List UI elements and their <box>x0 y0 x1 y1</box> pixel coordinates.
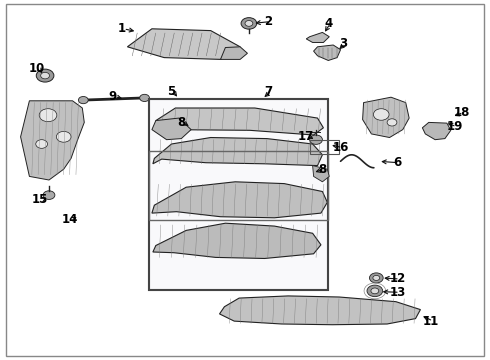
Bar <box>310 140 339 154</box>
Text: 5: 5 <box>168 85 175 98</box>
Circle shape <box>241 18 257 29</box>
Circle shape <box>56 131 71 142</box>
Circle shape <box>373 109 389 120</box>
Polygon shape <box>220 47 247 59</box>
Text: 11: 11 <box>423 315 440 328</box>
Polygon shape <box>314 45 341 60</box>
Polygon shape <box>220 296 420 325</box>
Text: 14: 14 <box>61 213 78 226</box>
Text: 2: 2 <box>265 15 272 28</box>
Text: 18: 18 <box>453 106 470 119</box>
Bar <box>149 151 328 220</box>
Circle shape <box>245 21 253 26</box>
Text: 9: 9 <box>109 90 117 103</box>
Circle shape <box>373 275 380 280</box>
Circle shape <box>140 94 149 102</box>
Text: 8: 8 <box>318 163 326 176</box>
Polygon shape <box>153 138 322 166</box>
Text: 17: 17 <box>298 130 315 143</box>
Circle shape <box>36 69 54 82</box>
Circle shape <box>39 109 57 122</box>
Circle shape <box>78 96 88 104</box>
Polygon shape <box>306 32 329 42</box>
Polygon shape <box>153 223 321 258</box>
Polygon shape <box>21 101 84 180</box>
Polygon shape <box>127 29 240 59</box>
Circle shape <box>367 285 383 297</box>
Circle shape <box>371 288 379 294</box>
Text: 7: 7 <box>265 85 272 98</box>
Polygon shape <box>156 108 323 135</box>
Polygon shape <box>152 118 191 140</box>
Circle shape <box>36 140 48 148</box>
Polygon shape <box>313 166 329 182</box>
Polygon shape <box>363 97 409 138</box>
Text: 19: 19 <box>446 120 463 133</box>
Text: 10: 10 <box>28 62 45 75</box>
Polygon shape <box>422 122 451 140</box>
Circle shape <box>310 135 322 144</box>
Text: 16: 16 <box>332 141 349 154</box>
Polygon shape <box>152 182 327 218</box>
Circle shape <box>41 72 49 79</box>
Text: 3: 3 <box>339 37 347 50</box>
Bar <box>149 99 328 290</box>
Text: 4: 4 <box>324 17 332 30</box>
Circle shape <box>387 119 397 126</box>
Text: 1: 1 <box>118 22 125 35</box>
Circle shape <box>43 191 55 199</box>
Circle shape <box>369 273 383 283</box>
Text: 13: 13 <box>390 286 406 299</box>
Text: 15: 15 <box>32 193 49 206</box>
Text: 8: 8 <box>177 116 185 129</box>
Text: 6: 6 <box>393 156 401 169</box>
Text: 12: 12 <box>390 273 406 285</box>
Bar <box>149 99 328 290</box>
